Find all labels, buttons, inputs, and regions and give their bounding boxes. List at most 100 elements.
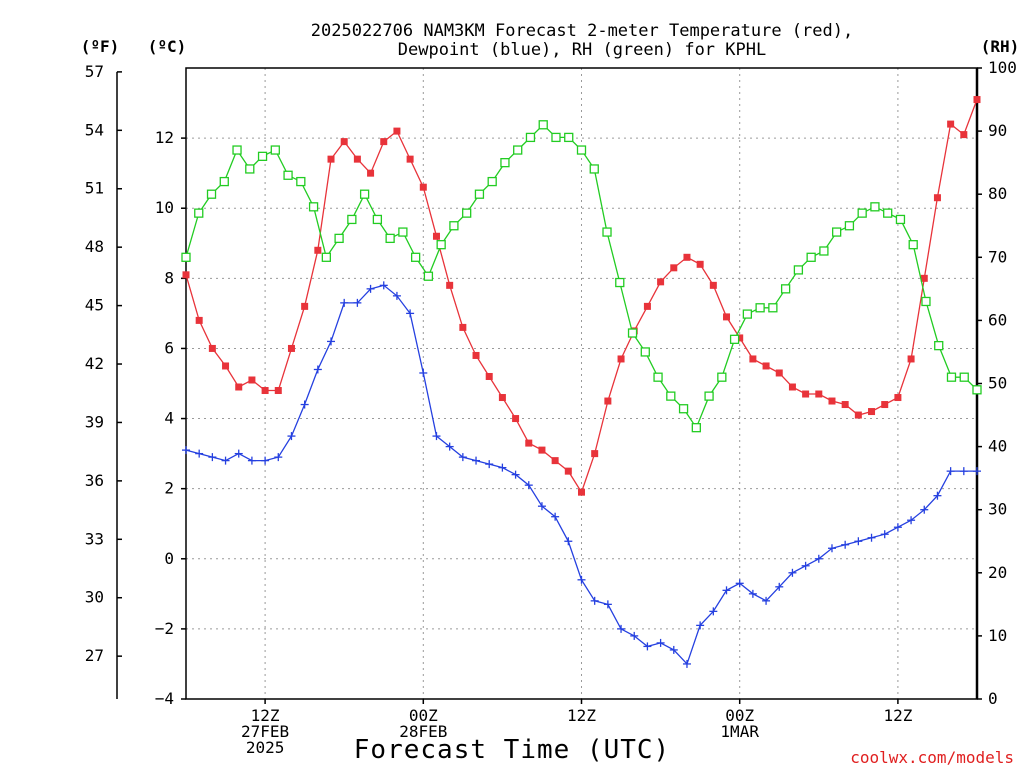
dewpoint-point [880,530,889,539]
rh-point [551,132,561,143]
rh-point [308,202,319,212]
rh-point [359,189,370,199]
rh-point [615,277,625,288]
temperature-point [578,488,585,496]
rh-point [410,252,421,262]
temperature-point [287,344,295,352]
rh-point [806,252,816,262]
rh-point [691,423,701,433]
x-tick-label: 1MAR [720,722,759,741]
rh-point [257,151,268,161]
dewpoint-point [182,446,190,455]
data-series [181,96,982,668]
credit-link[interactable]: coolwx.com/models [850,748,1014,767]
rh-point [347,214,357,225]
rh-point [245,164,255,174]
dewpoint-point [867,533,876,542]
temperature-point [591,450,599,458]
temperature-point [182,271,190,279]
grid-lines [186,68,977,699]
temperature-point [723,313,731,321]
rh-point [653,372,663,382]
rh-tick-label: 30 [988,500,1007,519]
temperature-point [907,355,915,363]
temperature-point [446,281,454,289]
dewpoint-point [973,467,981,476]
dewpoint-point [313,365,322,374]
rh-point [296,176,306,187]
dewpoint-point [959,467,968,476]
dewpoint-point [854,537,863,546]
rh-tick-label: 60 [988,310,1007,329]
rh-point [474,189,485,199]
x-tick-label: 27FEB [241,722,289,741]
dewpoint-point [682,659,691,668]
dewpoint-point [946,467,955,476]
temperature-point [617,355,625,363]
fahrenheit-tick-label: 51 [85,179,104,198]
rh-point [589,164,599,174]
dewpoint-point [366,284,375,293]
fahrenheit-tick-label: 36 [85,471,104,490]
x-tick-label: 12Z [883,706,912,725]
temperature-point [353,155,361,163]
rh-point [449,221,459,231]
temperature-series [182,96,981,496]
dewpoint-point [234,449,243,458]
dewpoint-point [445,442,454,451]
temperature-point [406,155,414,163]
rh-point [934,340,944,351]
celsius-tick-label: −2 [155,619,174,638]
dewpoint-series [182,281,981,668]
rh-point [564,132,574,143]
temperature-point [525,439,533,447]
fahrenheit-tick-label: 48 [85,237,104,256]
rh-point [844,221,855,231]
rh-point [334,233,344,244]
x-tick-label: 00Z [725,706,754,725]
dewpoint-point [498,463,507,472]
rh-point [283,170,293,180]
dewpoint-point [221,456,230,465]
rh-tick-label: 80 [988,184,1007,203]
dewpoint-point [656,638,665,647]
celsius-tick-label: 8 [164,268,174,287]
rh-point [500,157,510,168]
temperature-point [512,415,520,423]
rh-point [423,271,434,281]
temperature-point [327,155,335,163]
dewpoint-line [185,284,977,666]
dewpoint-point [406,309,415,318]
dewpoint-point [827,544,836,553]
temperature-point [604,397,612,405]
rh-point [704,391,714,401]
temperature-point [657,278,665,286]
rh-point [883,208,893,218]
temperature-point [393,127,401,135]
temperature-point [432,232,440,240]
dewpoint-point [735,579,744,588]
axes: 27 30 33 36 39 42 45 48 51 54 57 −4 −2 0 2 4 6 8 10 12 0 10 20… [85,58,1017,757]
dewpoint-point [300,400,309,409]
dewpoint-point [524,481,533,490]
x-tick-label: 2025 [246,738,285,757]
celsius-tick-label: 12 [155,128,174,147]
rh-point [780,284,791,294]
rh-point [232,145,242,155]
celsius-tick-label: 6 [164,338,174,357]
fahrenheit-tick-label: 39 [85,412,104,431]
x-tick-label: 12Z [251,706,280,725]
rh-point [832,227,842,237]
dewpoint-point [511,470,520,479]
dewpoint-point [775,582,784,591]
rh-point [729,334,740,344]
dewpoint-point [458,453,467,462]
temperature-point [762,362,770,370]
temperature-point [248,376,256,384]
dewpoint-point [577,575,586,584]
temperature-point [380,138,388,146]
dewpoint-point [907,516,916,525]
rh-point [908,240,918,250]
dewpoint-point [340,298,349,307]
